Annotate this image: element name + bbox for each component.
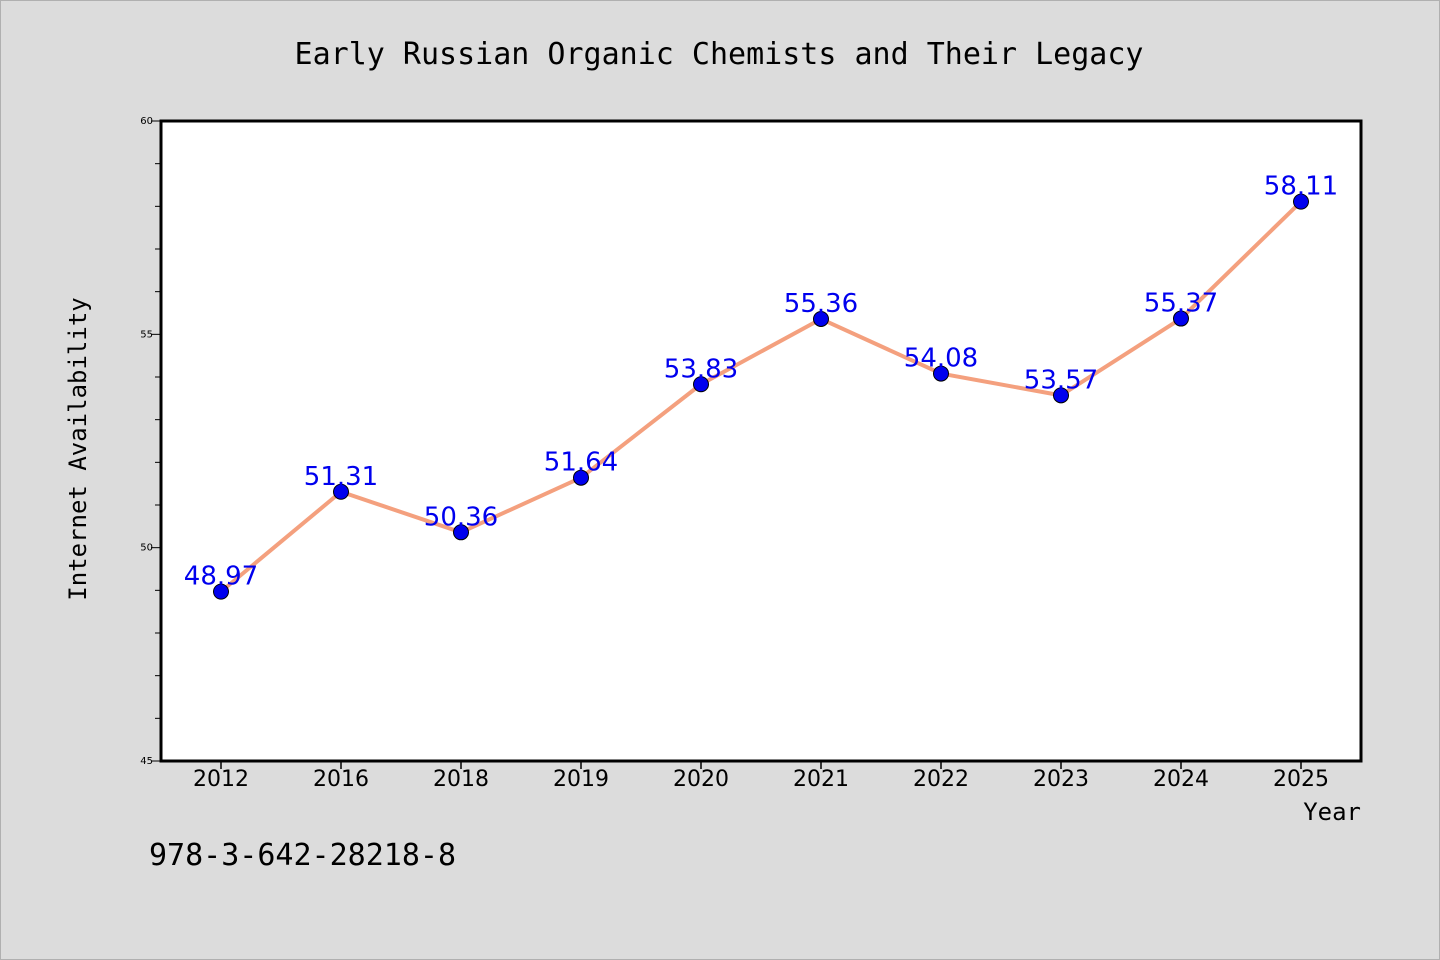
isbn-text: 978-3-642-28218-8 (149, 838, 456, 873)
y-axis-ticks: 45 50 55 60 (140, 116, 161, 767)
y-tick-label: 45 (140, 756, 153, 767)
y-tick-label: 55 (140, 329, 153, 340)
data-label: 50.36 (424, 502, 498, 532)
y-tick-label: 60 (140, 116, 153, 127)
data-label: 48.97 (184, 562, 258, 592)
x-tick-label: 2023 (1033, 767, 1089, 792)
x-tick-label: 2022 (913, 767, 969, 792)
data-point (213, 583, 229, 600)
chart-title: Early Russian Organic Chemists and Their… (295, 37, 1144, 72)
plot-area (159, 119, 1363, 763)
x-tick-label: 2018 (433, 767, 489, 792)
x-tick-label: 2024 (1153, 767, 1209, 792)
data-label: 58.11 (1264, 172, 1338, 202)
x-axis-label: Year (1303, 798, 1361, 826)
x-tick-label: 2016 (313, 767, 369, 792)
data-point (453, 524, 469, 541)
x-tick-label: 2019 (553, 767, 609, 792)
data-label: 54.08 (904, 344, 978, 374)
x-tick-label: 2012 (193, 767, 249, 792)
data-label: 55.37 (1144, 289, 1218, 319)
series-line (219, 200, 1303, 594)
data-point (1173, 310, 1189, 327)
data-point (1293, 193, 1309, 210)
data-label: 51.31 (304, 462, 378, 492)
data-point (573, 469, 589, 486)
data-point (813, 310, 829, 327)
x-axis-ticks: 2012 2016 2018 2019 2020 2021 2022 2023 2024 2025 (193, 761, 1329, 792)
y-axis-label: Internet Availability (64, 297, 92, 600)
y-tick-label: 50 (140, 543, 153, 554)
x-tick-label: 2025 (1273, 767, 1329, 792)
data-point (693, 376, 709, 393)
data-point (333, 483, 349, 500)
data-point (1053, 387, 1069, 404)
series-group: 48.97 51.31 50.36 51.64 53.83 55.36 54.08 53.57… (184, 172, 1338, 600)
data-label: 53.83 (664, 354, 738, 384)
x-tick-label: 2020 (673, 767, 729, 792)
data-point (933, 365, 949, 382)
data-label: 51.64 (544, 448, 618, 478)
data-label: 53.57 (1024, 365, 1098, 395)
data-label: 55.36 (784, 289, 858, 319)
x-tick-label: 2021 (793, 767, 849, 792)
